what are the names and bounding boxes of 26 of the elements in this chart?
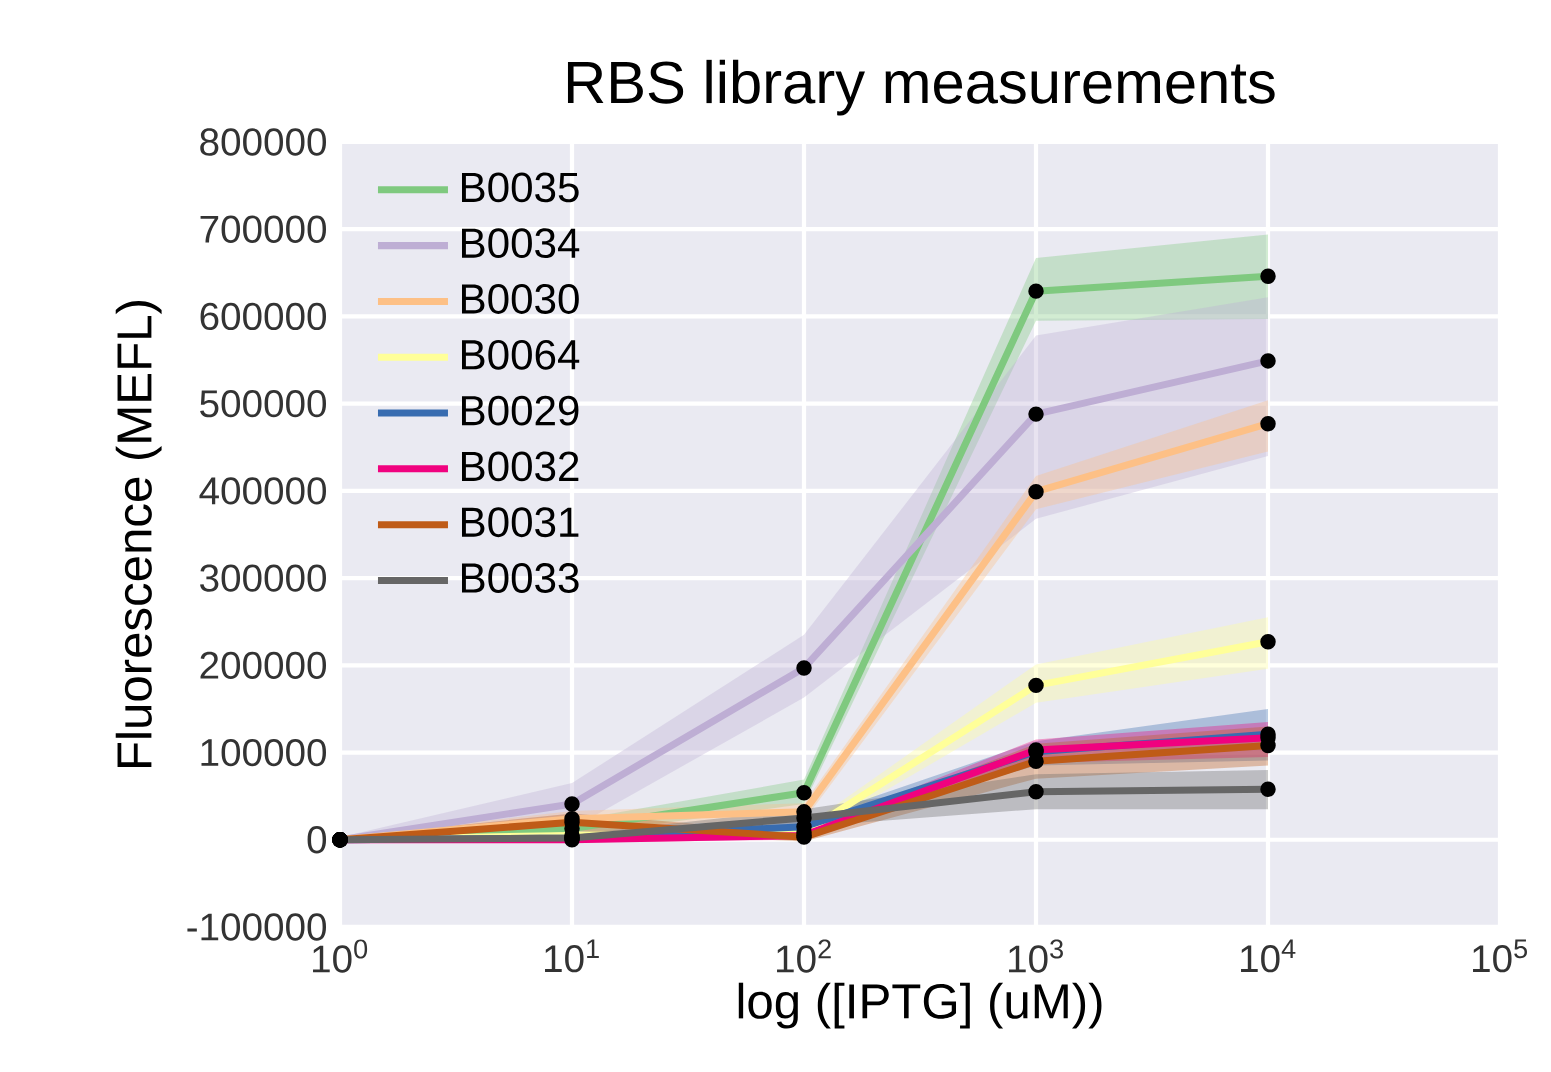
legend-label: B0064: [461, 339, 580, 370]
legend-label: B0032: [461, 451, 579, 482]
y-tick-label: 100000: [201, 738, 327, 767]
x-tick-label: 10$^{3}$: [1009, 939, 1063, 973]
legend-label: B0035: [461, 172, 579, 203]
legend-label: B0030: [461, 284, 579, 314]
y-tick-label: 700000: [200, 215, 327, 243]
y-tick-label: 800000: [200, 128, 327, 156]
x-tick-label: 10$^{1}$: [545, 939, 599, 973]
x-axis-title: log ([IPTG] (uM)): [738, 982, 1102, 1029]
x-tick-label: 10$^{4}$: [1241, 939, 1296, 973]
legend-label: B0034: [461, 228, 580, 259]
chart-title: RBS library measurements: [567, 59, 1275, 116]
y-axis-title: Fluorescence (MEFL): [115, 301, 162, 767]
y-tick-label: 600000: [200, 302, 327, 331]
y-tick-label: 0: [307, 826, 327, 854]
x-tick-label: 10$^{5}$: [1473, 939, 1527, 973]
y-tick-label: 400000: [199, 477, 327, 505]
y-tick-label: 500000: [200, 390, 327, 418]
legend-label: B0029: [461, 395, 579, 426]
x-tick-label: 10$^{2}$: [777, 939, 831, 973]
legend-label: B0031: [461, 507, 579, 538]
y-tick-label: -100000: [187, 913, 327, 941]
y-tick-label: 200000: [200, 651, 327, 680]
y-tick-label: 300000: [200, 564, 327, 592]
legend-label: B0033: [461, 563, 579, 593]
